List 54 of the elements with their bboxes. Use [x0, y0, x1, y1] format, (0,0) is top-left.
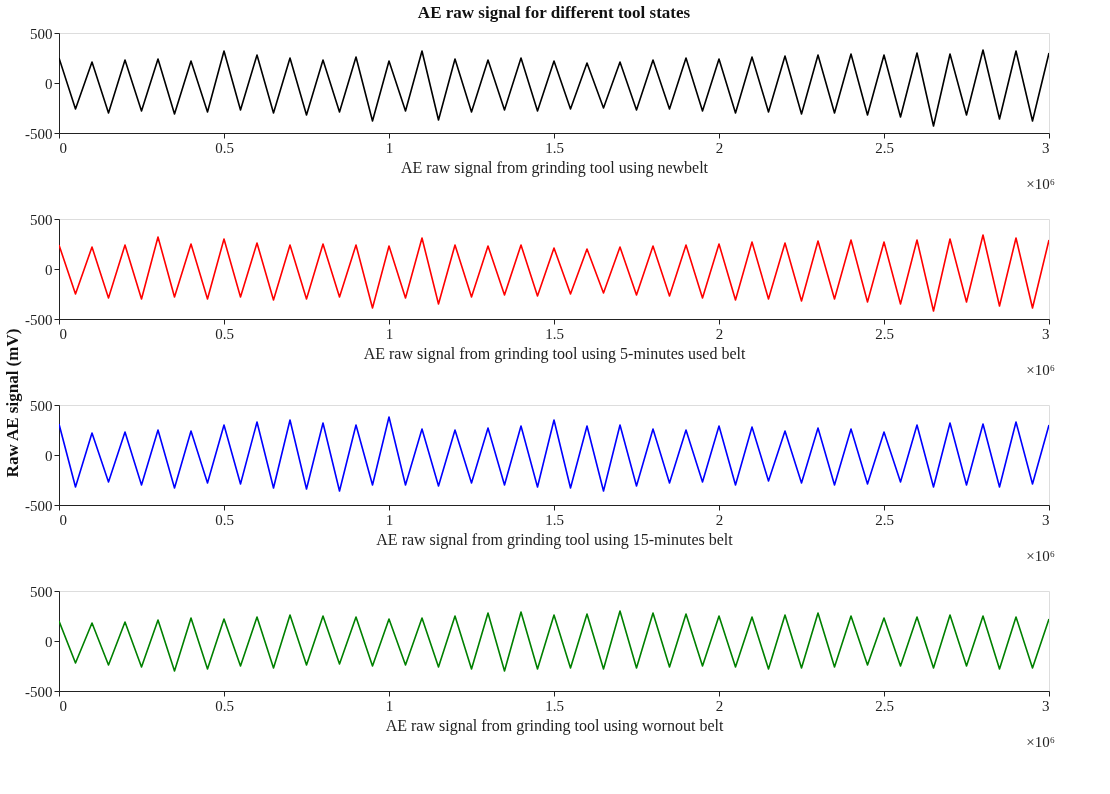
x-tick-label: 3	[1042, 325, 1050, 342]
x-tick-label: 0	[59, 325, 67, 342]
x-tick-label: 2.5	[875, 697, 894, 714]
x-tick-label: 2.5	[875, 511, 894, 528]
text: ×10⁶	[1026, 548, 1055, 564]
y-tick-label: 500	[30, 211, 53, 228]
x-tick-label: 1.5	[545, 139, 564, 156]
x-tick-label: 1	[385, 325, 394, 342]
x-tick-label: 1.5	[545, 697, 564, 714]
y-tick-label: 500	[30, 25, 53, 42]
x-tick-label: 3	[1042, 511, 1050, 528]
x-tick-label: 3	[1042, 139, 1050, 156]
x-tick-label: 2.5	[875, 139, 894, 156]
y-tick-label: -500	[25, 683, 53, 700]
x-axis-title: AE raw signal from grinding tool using newbelt	[400, 158, 709, 177]
x-tick-label: 0.5	[215, 697, 234, 714]
y-tick-label: 0	[45, 447, 53, 464]
x-tick-label: 2	[715, 325, 724, 342]
x-tick-label: 0.5	[215, 511, 234, 528]
text: ×10⁶	[1026, 176, 1055, 192]
chart-title: AE raw signal for different tool states	[417, 3, 691, 22]
line-series	[59, 234, 1049, 312]
y-tick-label: 0	[45, 261, 53, 278]
x-axis-title: AE raw signal from grinding tool using wornout belt	[385, 716, 724, 735]
x-tick-label: 2	[715, 511, 724, 528]
line-series	[59, 610, 1049, 672]
x-tick-label: 0	[59, 139, 67, 156]
x-tick-label: 0.5	[215, 325, 234, 342]
x-tick-label: 1	[385, 511, 394, 528]
y-tick-label: 0	[45, 75, 53, 92]
y-tick-label: -500	[25, 125, 53, 142]
y-axis-title: Raw AE signal (mV)	[3, 328, 22, 478]
text: ×10⁶	[1026, 734, 1055, 750]
y-tick-label: 500	[30, 583, 53, 600]
x-tick-label: 0	[59, 511, 67, 528]
y-tick-label: -500	[25, 311, 53, 328]
x-tick-label: 2	[715, 139, 724, 156]
line-series	[59, 49, 1049, 127]
x-tick-label: 0.5	[215, 139, 234, 156]
y-tick-label: 0	[45, 633, 53, 650]
text: ×10⁶	[1026, 362, 1055, 378]
x-axis-title: AE raw signal from grinding tool using 15-minutes belt	[376, 530, 734, 549]
x-tick-label: 1.5	[545, 325, 564, 342]
line-series	[59, 416, 1049, 492]
x-tick-label: 0	[59, 697, 67, 714]
x-axis-title: AE raw signal from grinding tool using 5-minutes used belt	[363, 344, 746, 363]
x-tick-label: 1	[385, 139, 394, 156]
y-tick-label: -500	[25, 497, 53, 514]
x-tick-label: 2	[715, 697, 724, 714]
x-tick-label: 3	[1042, 697, 1050, 714]
y-tick-label: 500	[30, 397, 53, 414]
x-tick-label: 2.5	[875, 325, 894, 342]
x-tick-label: 1	[385, 697, 394, 714]
x-tick-label: 1.5	[545, 511, 564, 528]
